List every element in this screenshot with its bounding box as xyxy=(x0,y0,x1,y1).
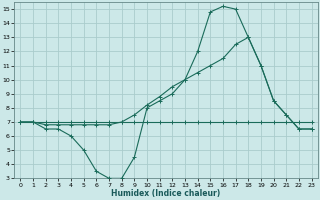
X-axis label: Humidex (Indice chaleur): Humidex (Indice chaleur) xyxy=(111,189,221,198)
